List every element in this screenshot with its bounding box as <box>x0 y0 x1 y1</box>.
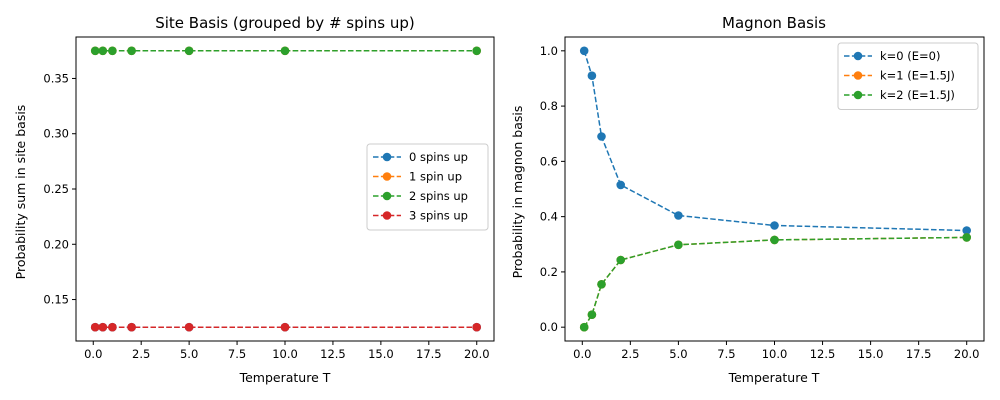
legend-label: k=2 (E=1.5J) <box>880 88 955 102</box>
magnon-basis-panel: Magnon Basis Temperature T Probability i… <box>510 14 985 385</box>
x-tick-label: 2.5 <box>621 347 639 361</box>
data-point <box>108 322 117 332</box>
chart-title: Magnon Basis <box>722 14 826 32</box>
legend-swatch-marker <box>382 191 392 201</box>
legend-swatch-marker <box>853 51 863 61</box>
y-tick-label: 0.4 <box>540 210 558 224</box>
chart-title: Site Basis (grouped by # spins up) <box>155 14 415 32</box>
y-tick-label: 0.30 <box>43 127 69 141</box>
data-point <box>579 322 589 332</box>
x-tick-label: 17.5 <box>906 347 932 361</box>
data-point <box>108 46 117 56</box>
series-line-2 <box>583 236 967 328</box>
site-basis-panel: Site Basis (grouped by # spins up) Tempe… <box>13 14 495 385</box>
x-tick-label: 10.0 <box>762 347 788 361</box>
data-point <box>472 322 482 332</box>
x-tick-label: 2.5 <box>132 347 150 361</box>
x-tick-label: 7.5 <box>228 347 246 361</box>
data-point <box>597 280 606 289</box>
data-point <box>579 46 589 56</box>
plot-area <box>579 46 971 332</box>
y-tick-label: 0.35 <box>43 71 69 85</box>
x-tick-label: 17.5 <box>416 347 442 361</box>
legend-box <box>837 42 979 110</box>
legend-swatch-marker <box>853 71 863 80</box>
x-tick-label: 20.0 <box>464 347 490 361</box>
data-point <box>98 322 108 332</box>
legend-label: 1 spin up <box>409 170 462 184</box>
legend-swatch-marker <box>382 152 392 162</box>
legend-label: 0 spins up <box>409 150 468 164</box>
x-tick-label: 15.0 <box>368 347 394 361</box>
y-tick-label: 0.20 <box>43 237 69 251</box>
data-point <box>184 46 194 56</box>
legend-label: 3 spins up <box>409 209 468 223</box>
y-tick-label: 0.15 <box>43 293 69 307</box>
y-axis-label: Probability in magnon basis <box>510 106 525 279</box>
data-point <box>280 322 290 332</box>
data-point <box>184 322 194 332</box>
x-tick-label: 12.5 <box>810 347 836 361</box>
data-point <box>280 46 290 56</box>
x-tick-label: 10.0 <box>272 347 298 361</box>
x-tick-label: 5.0 <box>669 347 687 361</box>
series-line-1 <box>583 236 967 328</box>
data-point <box>674 211 683 220</box>
x-tick-label: 7.5 <box>717 347 735 361</box>
legend-swatch-marker <box>382 172 392 181</box>
data-point <box>962 233 971 242</box>
data-point <box>90 46 100 56</box>
data-point <box>962 226 971 235</box>
data-point <box>587 71 597 80</box>
data-point <box>587 310 597 320</box>
legend-swatch-marker <box>853 90 863 100</box>
y-axis-label: Probability sum in site basis <box>13 105 28 280</box>
y-tick-label: 0.2 <box>540 265 558 279</box>
data-point <box>770 235 779 245</box>
data-point <box>770 221 779 230</box>
legend-box <box>366 143 489 231</box>
x-axis-label: Temperature T <box>728 370 820 385</box>
y-tick-label: 0.0 <box>540 320 558 334</box>
legend-label: 2 spins up <box>409 189 468 203</box>
x-tick-label: 0.0 <box>84 347 102 361</box>
y-tick-label: 0.8 <box>540 99 558 113</box>
data-point <box>127 46 136 56</box>
data-point <box>616 180 625 190</box>
x-tick-label: 0.0 <box>573 347 591 361</box>
data-point <box>616 255 625 265</box>
legend: 0 spins up 1 spin up 2 spins up 3 spins up <box>366 143 489 231</box>
legend-swatch-marker <box>382 211 392 220</box>
legend-label: k=1 (E=1.5J) <box>880 69 955 83</box>
legend-label: k=0 (E=0) <box>880 49 940 63</box>
data-point <box>472 46 482 56</box>
legend: k=0 (E=0) k=1 (E=1.5J) k=2 (E=1.5J) <box>837 42 979 110</box>
x-tick-label: 12.5 <box>320 347 346 361</box>
y-tick-label: 1.0 <box>540 44 558 58</box>
y-tick-label: 0.25 <box>43 182 69 196</box>
data-point <box>597 132 606 141</box>
x-axis-label: Temperature T <box>239 370 331 385</box>
y-tick-label: 0.6 <box>540 154 558 168</box>
x-tick-label: 15.0 <box>858 347 884 361</box>
x-tick-label: 5.0 <box>180 347 198 361</box>
x-tick-label: 20.0 <box>954 347 980 361</box>
data-point <box>674 240 683 250</box>
data-point <box>98 46 108 56</box>
data-point <box>90 322 100 332</box>
data-point <box>127 322 136 332</box>
plot-area <box>90 46 482 332</box>
